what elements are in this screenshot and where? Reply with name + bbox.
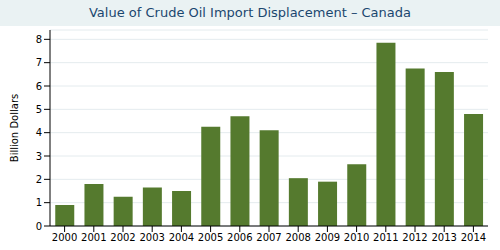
svg-text:2: 2 bbox=[36, 174, 42, 185]
svg-text:3: 3 bbox=[36, 151, 42, 162]
svg-text:2010: 2010 bbox=[344, 232, 369, 243]
svg-text:1: 1 bbox=[36, 197, 42, 208]
svg-text:2013: 2013 bbox=[431, 232, 456, 243]
html-text:Value of Crude Oil Import Disp: Value of Crude Oil Import Displacement –… bbox=[89, 5, 411, 20]
svg-text:2004: 2004 bbox=[169, 232, 194, 243]
svg-text:2012: 2012 bbox=[402, 232, 427, 243]
svg-text:2007: 2007 bbox=[256, 232, 281, 243]
svg-text:0: 0 bbox=[36, 221, 42, 232]
svg-text:2002: 2002 bbox=[110, 232, 135, 243]
svg-text:7: 7 bbox=[36, 57, 42, 68]
svg-text:2008: 2008 bbox=[285, 232, 310, 243]
svg-text:6: 6 bbox=[36, 81, 42, 92]
svg-text:2003: 2003 bbox=[139, 232, 164, 243]
svg-text:2011: 2011 bbox=[373, 232, 398, 243]
svg-text:5: 5 bbox=[36, 104, 42, 115]
svg-text:2009: 2009 bbox=[315, 232, 340, 243]
svg-text:2000: 2000 bbox=[52, 232, 77, 243]
svg-text:Billion Dollars: Billion Dollars bbox=[9, 94, 20, 162]
svg-text:8: 8 bbox=[36, 34, 42, 45]
svg-text:2006: 2006 bbox=[227, 232, 252, 243]
svg-text:4: 4 bbox=[36, 127, 42, 138]
svg-text:2001: 2001 bbox=[81, 232, 106, 243]
svg-text:2014: 2014 bbox=[461, 232, 486, 243]
svg-text:2005: 2005 bbox=[198, 232, 223, 243]
